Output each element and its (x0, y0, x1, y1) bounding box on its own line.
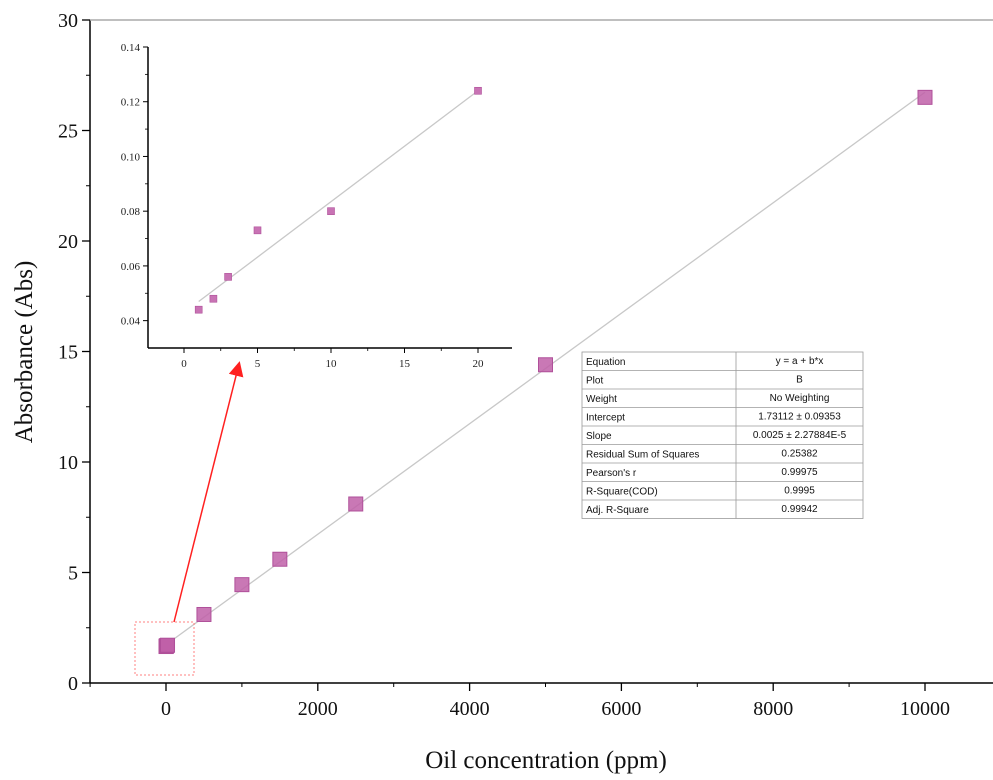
zoom-arrow (173, 361, 244, 623)
inset-fit-line (198, 90, 479, 303)
fit-table-param-label: Weight (586, 394, 617, 405)
inset-y-ticks: 0.04 0.06 0.08 0.10 0.12 0.14 (121, 42, 148, 328)
inset-data-points (194, 86, 482, 314)
inset-data-point (194, 305, 203, 314)
main-data-point (348, 496, 364, 512)
inset-x-tick-label: 15 (399, 358, 411, 370)
inset-x-tick-label: 20 (473, 358, 485, 370)
main-data-point (917, 89, 933, 105)
main-axes (89, 19, 993, 684)
inset-data-point (474, 86, 482, 95)
main-x-tick-label: 4000 (450, 698, 490, 720)
fit-table-param-label: Adj. R-Square (586, 505, 649, 516)
fit-table-param-value: 0.9995 (784, 486, 815, 497)
main-y-tick-label: 20 (58, 231, 78, 253)
main-x-tick-label: 10000 (900, 698, 950, 720)
main-y-tick-label: 15 (58, 342, 78, 364)
main-data-point (196, 606, 212, 622)
main-x-tick-label: 2000 (298, 698, 338, 720)
inset-y-tick-label: 0.12 (121, 97, 140, 109)
fit-table-param-value: 0.0025 ± 2.27884E-5 (753, 430, 847, 441)
fit-table-param-label: Intercept (586, 413, 625, 424)
main-data-points (158, 89, 933, 655)
main-y-tick-label: 25 (58, 121, 78, 143)
inset-x-tick-label: 0 (181, 358, 187, 370)
zoom-highlight-box (134, 621, 195, 676)
y-axis-title: Absorbance (Abs) (11, 261, 38, 444)
fit-table-param-value: y = a + b*x (776, 356, 824, 367)
inset-data-point (327, 207, 335, 215)
fit-table-param-label: Residual Sum of Squares (586, 450, 699, 461)
fit-table-param-label: Pearson's r (586, 468, 637, 479)
fit-table-param-value: 0.25382 (781, 449, 818, 460)
inset-x-tick-label: 5 (255, 358, 261, 370)
fit-table-param-value: 0.99942 (781, 504, 818, 515)
inset-y-tick-label: 0.14 (121, 42, 141, 54)
x-axis-title: Oil concentration (ppm) (425, 747, 667, 774)
fit-table-param-label: R-Square(COD) (586, 487, 658, 498)
main-data-point (234, 577, 250, 593)
inset-x-ticks: 0 5 10 15 20 (181, 348, 484, 370)
fit-table-param-label: Equation (586, 357, 625, 368)
main-data-point (272, 551, 288, 567)
inset-data-point (224, 273, 232, 281)
main-y-tick-label: 5 (68, 563, 78, 585)
inset-y-tick-label: 0.10 (121, 151, 141, 163)
fit-table-frame (581, 351, 864, 519)
fit-table-param-value: No Weighting (770, 393, 830, 404)
fit-table-param-label: Plot (586, 376, 603, 387)
main-x-ticks: 0 2000 4000 6000 8000 10000 (89, 683, 950, 720)
main-data-point (538, 357, 553, 373)
inset-data-point (209, 294, 218, 303)
main-y-tick-label: 0 (68, 673, 78, 695)
main-x-tick-label: 6000 (601, 698, 641, 720)
main-x-tick-label: 0 (161, 698, 171, 720)
inset-axes (147, 47, 512, 349)
inset-x-tick-label: 10 (326, 358, 338, 370)
main-y-ticks: 0 5 10 15 20 25 30 (58, 10, 90, 695)
fit-table-param-value: 1.73112 ± 0.09353 (758, 412, 841, 423)
inset-y-tick-label: 0.08 (121, 206, 141, 218)
fit-table-param-value: B (796, 375, 803, 386)
inset-y-tick-label: 0.04 (121, 316, 141, 328)
main-x-tick-label: 8000 (753, 698, 793, 720)
main-data-point (160, 637, 176, 653)
inset-y-tick-label: 0.06 (121, 261, 141, 273)
fit-table-param-value: 0.99975 (781, 467, 818, 478)
main-y-tick-label: 30 (58, 10, 78, 32)
inset-data-point (253, 226, 262, 235)
fit-results-table: Equation y = a + b*x Plot B Weight No Weighti… (581, 351, 864, 519)
main-y-tick-label: 10 (58, 452, 78, 474)
fit-table-param-label: Slope (586, 431, 612, 442)
